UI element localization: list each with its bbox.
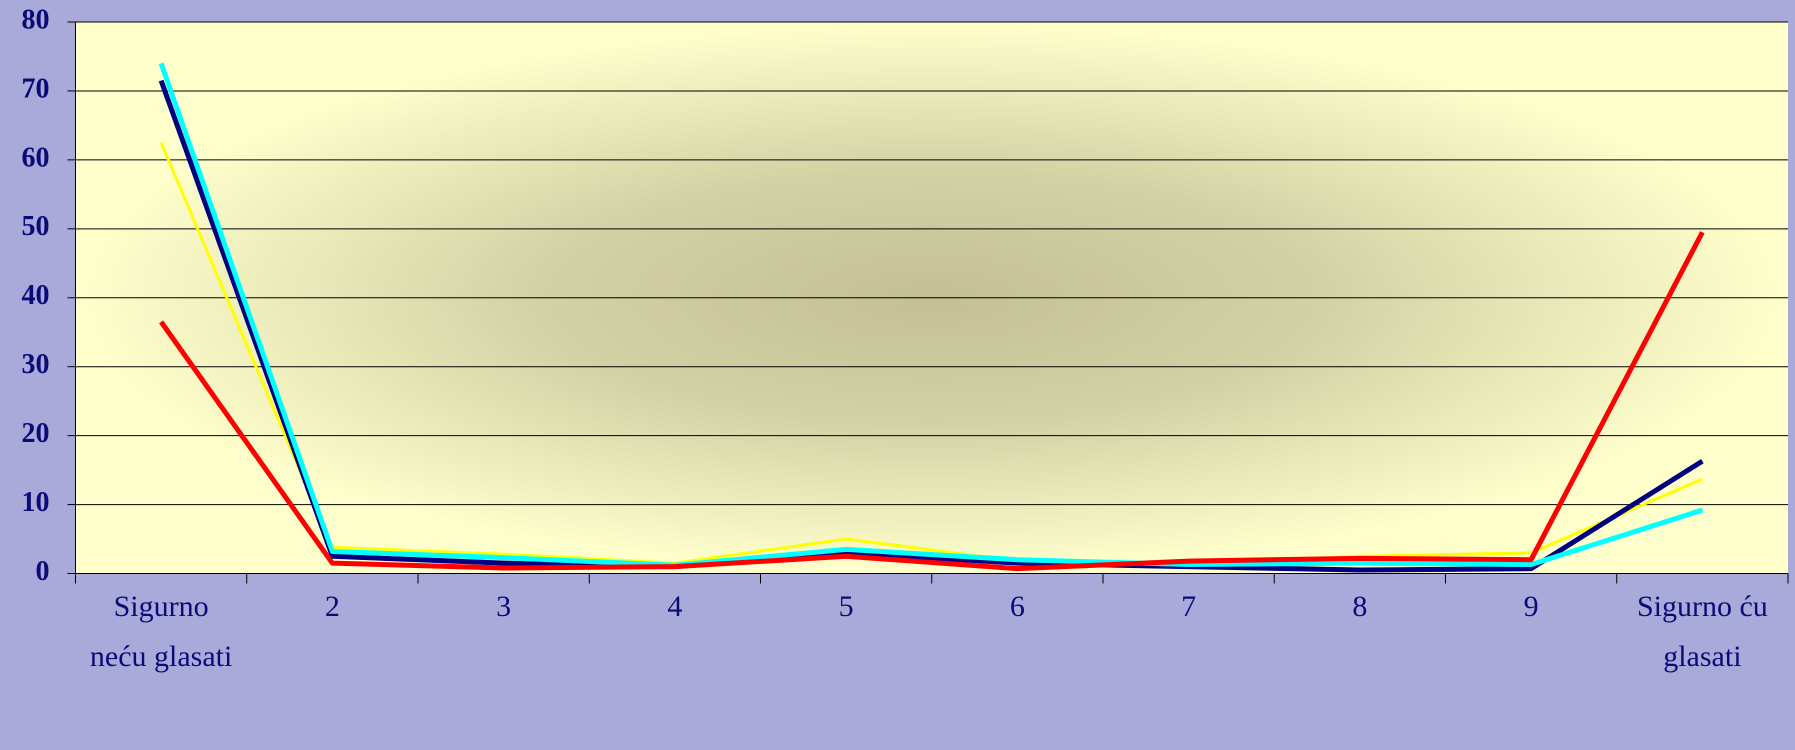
x-tick-label: 3 bbox=[496, 589, 512, 623]
y-tick-label: 80 bbox=[22, 4, 50, 35]
series-line bbox=[158, 79, 1704, 573]
x-tick-label: 4 bbox=[667, 589, 683, 623]
x-tick-label: 2 bbox=[324, 589, 340, 623]
x-tick-label: 5 bbox=[838, 589, 854, 623]
x-tick-label: 9 bbox=[1523, 589, 1539, 623]
x-tick-label: Sigurno neću glasati bbox=[89, 589, 233, 673]
y-tick-label: 70 bbox=[22, 73, 50, 104]
series-line bbox=[159, 231, 1705, 572]
y-tick-label: 40 bbox=[22, 280, 50, 311]
series-line bbox=[158, 62, 1704, 568]
y-tick-label: 10 bbox=[22, 487, 50, 518]
y-tick-label: 30 bbox=[22, 349, 50, 380]
series-line bbox=[159, 142, 1703, 567]
x-tick-label: Sigurno ću glasati bbox=[1636, 589, 1768, 673]
y-tick-label: 0 bbox=[36, 556, 50, 587]
x-tick-label: 7 bbox=[1181, 589, 1197, 623]
y-tick-label: 60 bbox=[22, 142, 50, 173]
y-tick-label: 50 bbox=[22, 211, 50, 242]
x-tick-label: 6 bbox=[1009, 589, 1025, 623]
y-tick-label: 20 bbox=[22, 418, 50, 449]
x-tick-label: 8 bbox=[1352, 589, 1368, 623]
